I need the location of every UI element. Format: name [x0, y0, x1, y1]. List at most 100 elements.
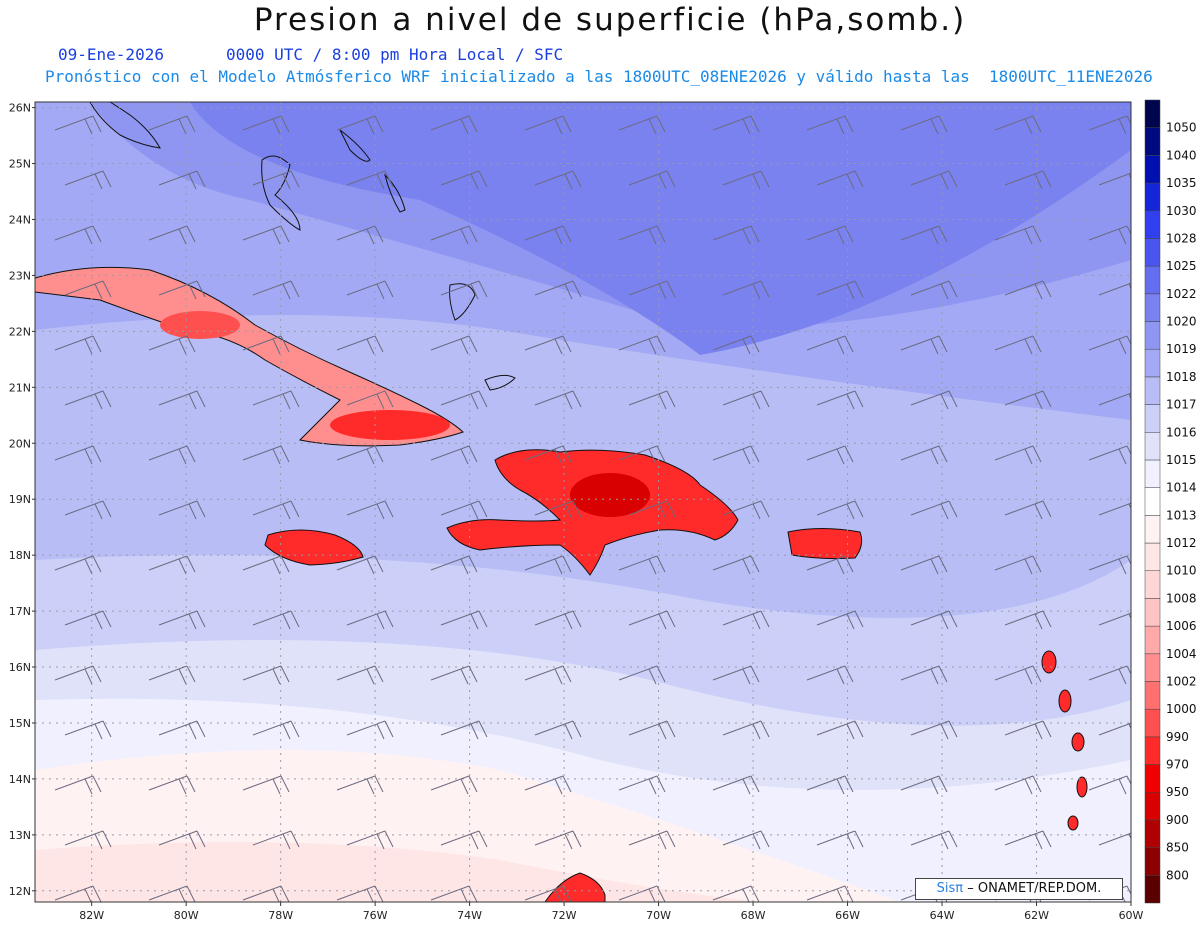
lon-tick-label: 74W — [457, 909, 482, 922]
wind-barb — [816, 280, 864, 300]
wind-barb — [440, 170, 488, 190]
colorbar-label: 1010 — [1166, 564, 1197, 578]
lat-tick-label: 21N — [9, 381, 31, 394]
wind-barb — [336, 665, 384, 685]
wind-barb — [712, 555, 760, 575]
wind-barb — [242, 445, 290, 465]
wind-barb — [1088, 555, 1131, 575]
wind-barb — [440, 500, 488, 520]
wind-barb — [1088, 225, 1131, 245]
colorbar-swatch — [1144, 459, 1161, 488]
wind-barb — [534, 830, 582, 850]
wind-barb — [900, 445, 948, 465]
wind-barb — [816, 170, 864, 190]
lat-tick-label: 20N — [9, 437, 31, 450]
wind-barb — [524, 445, 572, 465]
wind-barbs — [54, 115, 1131, 902]
colorbar-swatch — [1144, 293, 1161, 322]
colorbar-label: 1012 — [1166, 536, 1197, 550]
colorbar-label: 1030 — [1166, 204, 1197, 218]
pressure-band-1022 — [190, 102, 1131, 355]
pressure-field — [35, 102, 1131, 902]
wind-barb — [910, 500, 958, 520]
wind-barb — [722, 720, 770, 740]
wind-barb — [336, 115, 384, 135]
wind-barb — [158, 720, 206, 740]
colorbar-label: 970 — [1166, 758, 1189, 772]
martinique-island — [1058, 689, 1072, 713]
colorbar-swatch — [1144, 376, 1161, 405]
wind-barb — [722, 610, 770, 630]
colorbar-label: 1002 — [1166, 674, 1197, 688]
wind-barb — [64, 500, 112, 520]
colorbar-swatch — [1144, 487, 1161, 516]
wind-barb — [148, 555, 196, 575]
wind-barb — [1004, 720, 1052, 740]
wind-barb — [1004, 280, 1052, 300]
wind-barb — [628, 280, 676, 300]
colorbar-label: 1015 — [1166, 453, 1197, 467]
wind-barb — [524, 335, 572, 355]
colorbar-swatch — [1144, 791, 1161, 821]
wind-barb — [346, 280, 394, 300]
wind-barb — [994, 665, 1042, 685]
wind-barb — [900, 335, 948, 355]
wind-barb — [346, 830, 394, 850]
colorbar-swatch — [1144, 238, 1161, 267]
lat-tick-label: 23N — [9, 269, 31, 282]
axis-labels: 82W 80W 78W 76W 74W 72W 70W 68W 66W 64W 62W 60W 12N 1… — [9, 102, 1144, 922]
colorbar-swatch — [1144, 681, 1161, 710]
wind-barb — [994, 115, 1042, 135]
sispi-logo: Sisπ — [936, 881, 964, 896]
graticule — [35, 102, 1131, 902]
wind-barb — [1088, 115, 1131, 135]
wind-barb — [158, 610, 206, 630]
wind-barb — [712, 775, 760, 795]
plot-frame — [34, 101, 1132, 903]
wind-barb — [430, 225, 478, 245]
colorbar-label: 1018 — [1166, 370, 1197, 384]
wind-barb — [910, 170, 958, 190]
wind-barb — [1004, 390, 1052, 410]
colorbar-label: 900 — [1166, 813, 1189, 827]
wind-barb — [712, 445, 760, 465]
eleuthera-island — [339, 129, 371, 162]
wind-barb — [336, 225, 384, 245]
florida-coast — [89, 102, 161, 149]
lat-tick-label: 14N — [9, 773, 31, 786]
wind-barb — [440, 610, 488, 630]
caicos-island — [484, 374, 516, 391]
wind-barb — [524, 555, 572, 575]
lon-tick-label: 72W — [552, 909, 577, 922]
wind-barb — [628, 500, 676, 520]
colorbar-swatch — [1144, 736, 1161, 765]
wind-barb — [64, 830, 112, 850]
wind-barb — [722, 170, 770, 190]
colorbar-label: 1020 — [1166, 315, 1197, 329]
wind-barb — [54, 225, 102, 245]
wind-barb — [54, 445, 102, 465]
wind-barb — [618, 115, 666, 135]
lon-tick-label: 62W — [1024, 909, 1049, 922]
wind-barb — [618, 335, 666, 355]
wind-barb — [252, 500, 300, 520]
wind-barb — [900, 775, 948, 795]
lat-tick-label: 13N — [9, 829, 31, 842]
wind-barb — [806, 445, 854, 465]
colorbar-swatch — [1144, 570, 1161, 599]
saint-lucia-island — [1071, 732, 1085, 752]
wind-barb — [628, 170, 676, 190]
wind-barb — [534, 170, 582, 190]
wind-barb — [900, 665, 948, 685]
wind-barb — [722, 830, 770, 850]
wind-barb — [430, 115, 478, 135]
wind-barb — [430, 335, 478, 355]
colorbar-label: 1017 — [1166, 398, 1197, 412]
wind-barb — [618, 665, 666, 685]
wind-barb — [430, 665, 478, 685]
wind-barb — [346, 720, 394, 740]
wind-barb — [534, 500, 582, 520]
colorbar-label: 1004 — [1166, 647, 1197, 661]
wind-barb — [524, 115, 572, 135]
puerto-rico-island — [787, 528, 863, 560]
